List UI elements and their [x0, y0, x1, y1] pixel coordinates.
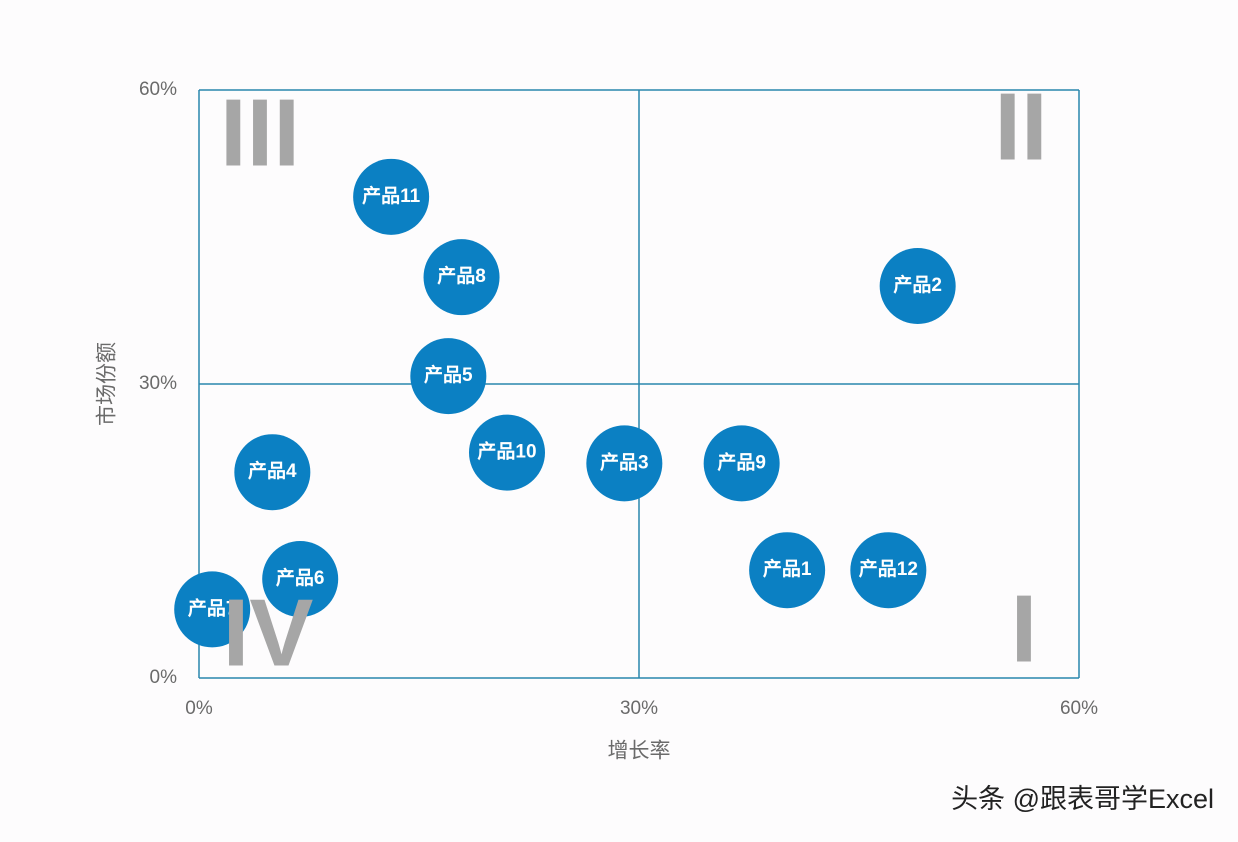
bubble-label: 产品4 [248, 459, 297, 482]
bubble [703, 425, 780, 502]
bubble [262, 541, 339, 618]
x-tick-label: 30% [620, 698, 658, 719]
bubble [174, 571, 251, 648]
bubble [879, 248, 956, 324]
bubble [234, 434, 311, 511]
bubble [850, 532, 927, 609]
quadrant-label: IV [223, 579, 314, 686]
bubble-label: 产品3 [600, 450, 649, 473]
bubble [586, 425, 663, 502]
bubble-label: 产品1 [763, 557, 812, 580]
bubble [410, 338, 487, 415]
y-axis-title: 市场份额 [96, 342, 119, 426]
bubble [749, 532, 826, 609]
bubble [423, 239, 500, 316]
bubble [353, 158, 430, 235]
quadrant-label: II [994, 73, 1047, 180]
bubble-label: 产品9 [717, 450, 766, 473]
x-tick-label: 60% [1060, 698, 1098, 719]
quadrant-label: III [220, 79, 300, 186]
x-tick-label: 0% [185, 698, 213, 719]
x-axis-title: 增长率 [608, 740, 671, 763]
bubble-label: 产品8 [437, 264, 486, 287]
bubble [469, 414, 545, 491]
bubble-label: 产品7 [188, 596, 237, 619]
bubble-label: 产品5 [424, 363, 473, 386]
bubble-label: 产品6 [276, 566, 325, 589]
y-tick-label: 0% [150, 667, 178, 688]
bubble-label: 产品2 [893, 273, 942, 296]
y-tick-label: 30% [139, 373, 177, 394]
watermark: 头条 @跟表哥学Excel [951, 784, 1214, 814]
bubble-label: 产品11 [362, 184, 421, 207]
bubble-label: 产品10 [477, 440, 536, 463]
quadrant-label: I [1011, 575, 1038, 682]
bubble-label: 产品12 [859, 557, 918, 580]
y-tick-label: 60% [139, 79, 177, 100]
